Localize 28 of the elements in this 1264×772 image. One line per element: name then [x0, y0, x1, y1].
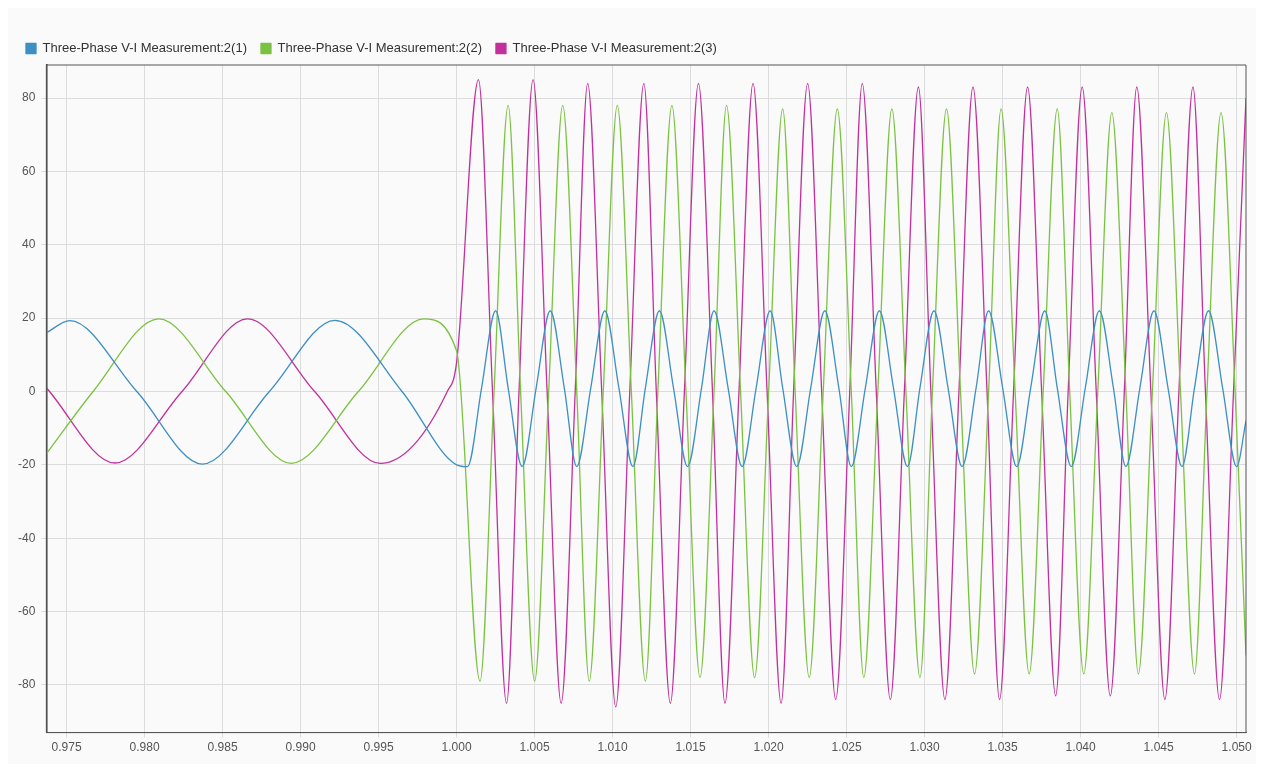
x-tick-label: 0.975 [51, 740, 82, 755]
x-tick-label: 1.030 [909, 740, 940, 755]
legend-label: Three-Phase V-I Measurement:2(2) [277, 40, 482, 56]
y-tick-label: -60 [18, 603, 36, 618]
legend-label: Three-Phase V-I Measurement:2(3) [512, 40, 717, 56]
x-tick-label: 1.025 [831, 740, 862, 755]
x-tick-label: 1.050 [1221, 740, 1252, 755]
y-tick-label: -20 [18, 457, 36, 472]
x-tick-label: 0.980 [129, 740, 160, 755]
y-tick-label: 40 [21, 237, 36, 252]
x-tick-label: 1.020 [753, 740, 784, 755]
x-tick-label: 1.010 [597, 740, 628, 755]
x-tick-label: 1.005 [519, 740, 550, 755]
x-tick-label: 1.000 [441, 740, 472, 755]
y-tick-label: 80 [21, 90, 36, 105]
x-tick-label: 0.995 [363, 740, 394, 755]
x-tick-label: 1.035 [987, 740, 1018, 755]
y-tick-label: 0 [28, 383, 36, 398]
y-tick-label: -80 [18, 677, 36, 692]
x-tick-label: 1.045 [1143, 740, 1174, 755]
y-tick-label: -40 [18, 530, 36, 545]
y-tick-label: 60 [21, 163, 36, 178]
x-tick-label: 0.990 [285, 740, 316, 755]
legend-label: Three-Phase V-I Measurement:2(1) [42, 40, 247, 56]
y-tick-label: 20 [21, 310, 36, 325]
x-tick-label: 0.985 [207, 740, 238, 755]
x-tick-label: 1.040 [1065, 740, 1096, 755]
x-tick-label: 1.015 [675, 740, 706, 755]
